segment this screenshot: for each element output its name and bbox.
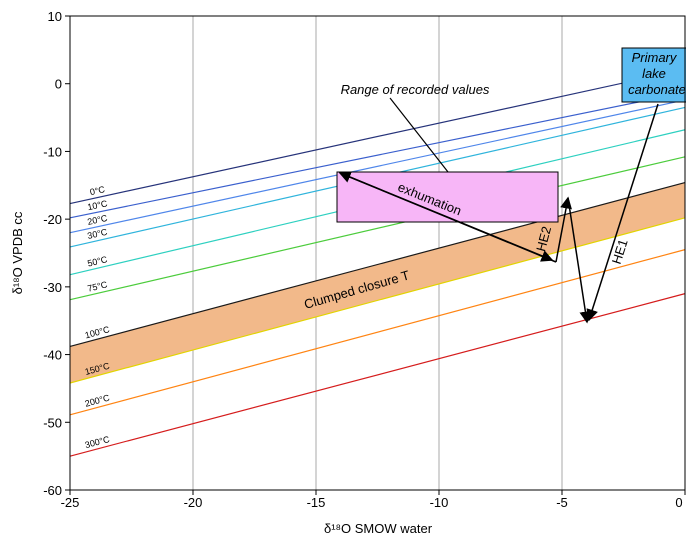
series-label: 20°C — [86, 213, 108, 227]
x-tick-label: -25 — [61, 495, 80, 510]
x-tick-label: -10 — [430, 495, 449, 510]
y-tick-label: 0 — [55, 77, 62, 92]
series-line — [69, 217, 686, 384]
series-line — [69, 249, 686, 416]
annotation: HE2 — [533, 225, 554, 253]
y-tick-label: 10 — [48, 9, 62, 24]
annotation: HE1 — [609, 237, 631, 266]
series-line — [69, 181, 686, 348]
annotation: lake — [642, 66, 666, 81]
annotation: Range of recorded values — [341, 82, 490, 97]
annotation: carbonate — [628, 82, 686, 97]
y-tick-label: -40 — [43, 348, 62, 363]
plot-frame — [69, 15, 686, 491]
series-label: 200°C — [84, 392, 111, 408]
lake-box — [621, 47, 686, 103]
series-label: 75°C — [86, 279, 108, 293]
y-axis-label: δ¹⁸O VPDB cc — [10, 211, 25, 294]
arrows — [338, 97, 659, 324]
closure-band — [70, 182, 685, 384]
annotation: Primary — [632, 50, 678, 65]
series-line — [69, 99, 686, 234]
series-label: 300°C — [84, 434, 111, 450]
x-tick-label: -5 — [556, 495, 568, 510]
x-axis-label: δ¹⁸O SMOW water — [324, 521, 433, 536]
x-tick-label: 0 — [675, 495, 682, 510]
series-label: 50°C — [86, 254, 108, 268]
y-tick-label: -50 — [43, 415, 62, 430]
y-tick-label: -30 — [43, 280, 62, 295]
series-line — [69, 68, 686, 205]
x-tick-label: -20 — [184, 495, 203, 510]
series-label: 0°C — [89, 184, 106, 197]
series-line — [69, 91, 686, 219]
range-box — [336, 171, 559, 223]
y-tick-label: -10 — [43, 144, 62, 159]
series-line — [69, 156, 686, 301]
series-label: 10°C — [87, 198, 109, 212]
y-tick-label: -60 — [43, 483, 62, 498]
x-tick-label: -15 — [307, 495, 326, 510]
series-line — [69, 293, 686, 457]
y-tick-label: -20 — [43, 212, 62, 227]
series-label: 30°C — [86, 227, 108, 241]
